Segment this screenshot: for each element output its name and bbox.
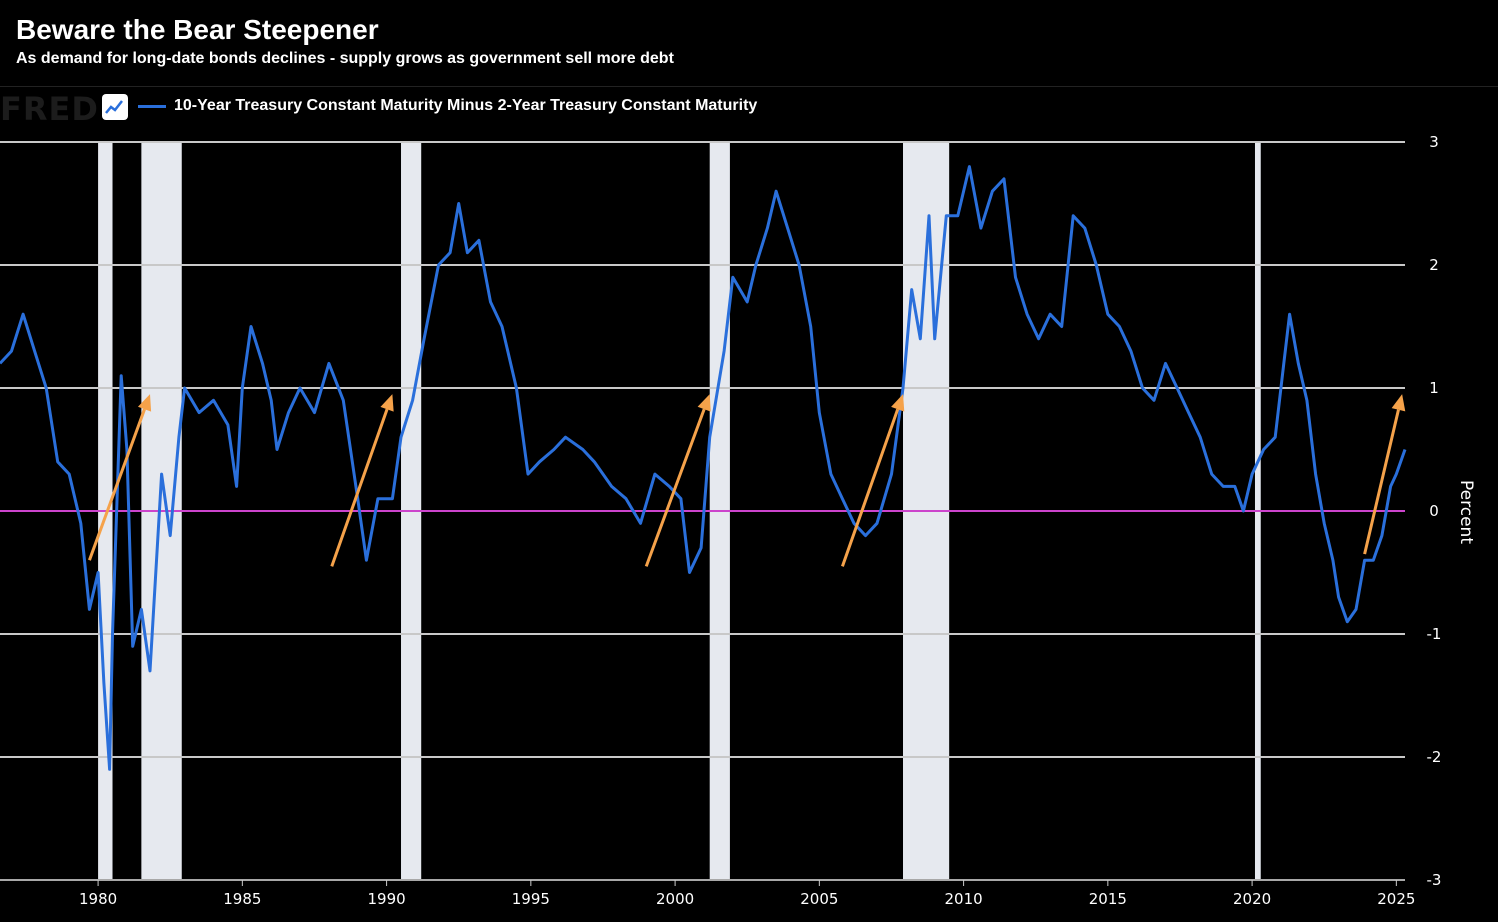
series-line: [0, 165, 1407, 771]
y-tick-label: 1: [1429, 379, 1439, 397]
chart-subtitle: As demand for long-date bonds declines -…: [16, 50, 674, 67]
chart-title: Beware the Bear Steepener: [16, 14, 379, 45]
arrow-head: [380, 394, 394, 412]
arrow-head: [1391, 394, 1406, 412]
x-tick-label: 2015: [1089, 890, 1127, 908]
annotation-arrow: [330, 394, 394, 567]
y-tick-label: -2: [1427, 748, 1442, 766]
x-tick-label: 1985: [223, 890, 261, 908]
x-tick-label: 1990: [367, 890, 405, 908]
y-tick-label: -1: [1427, 625, 1442, 643]
arrow-shaft: [88, 408, 146, 561]
arrow-shaft: [330, 408, 389, 567]
arrow-head: [891, 394, 905, 412]
annotation-arrow: [88, 394, 152, 561]
y-tick-label: 3: [1429, 133, 1439, 151]
y-axis: 3 2 1 0 -1 -2 -3: [1427, 133, 1442, 889]
y-tick-label: -3: [1427, 871, 1442, 889]
x-tick-label: 1995: [512, 890, 550, 908]
annotation-arrow: [644, 394, 711, 567]
y-tick-label: 2: [1429, 256, 1439, 274]
arrow-shaft: [644, 408, 706, 567]
legend-label: 10-Year Treasury Constant Maturity Minus…: [174, 97, 758, 114]
x-tick-label: 2005: [800, 890, 838, 908]
arrow-shaft: [1363, 409, 1400, 555]
arrow-shaft: [841, 408, 900, 567]
chart-line-icon: [102, 94, 128, 120]
annotation-arrow: [1363, 394, 1406, 555]
arrow-head: [137, 394, 152, 412]
x-tick-label: 2020: [1233, 890, 1271, 908]
x-tick-label: 2025: [1377, 890, 1415, 908]
header-divider: [0, 86, 1498, 87]
fred-logo: FRED: [0, 90, 99, 128]
x-axis: 1980 1985 1990 1995 2000 2005 2010 2015 2020 2025: [0, 879, 1415, 908]
x-tick-label: 2010: [944, 890, 982, 908]
annotation-arrow: [841, 394, 905, 567]
y-axis-label: Percent: [1456, 480, 1476, 544]
x-tick-label: 2000: [656, 890, 694, 908]
annotation-arrows: [88, 394, 1406, 567]
arrow-head: [697, 394, 711, 412]
x-tick-label: 1980: [79, 890, 117, 908]
legend: 10-Year Treasury Constant Maturity Minus…: [138, 97, 757, 115]
y-tick-label: 0: [1429, 502, 1439, 520]
series-layer: [0, 165, 1407, 771]
legend-swatch: [138, 104, 166, 108]
